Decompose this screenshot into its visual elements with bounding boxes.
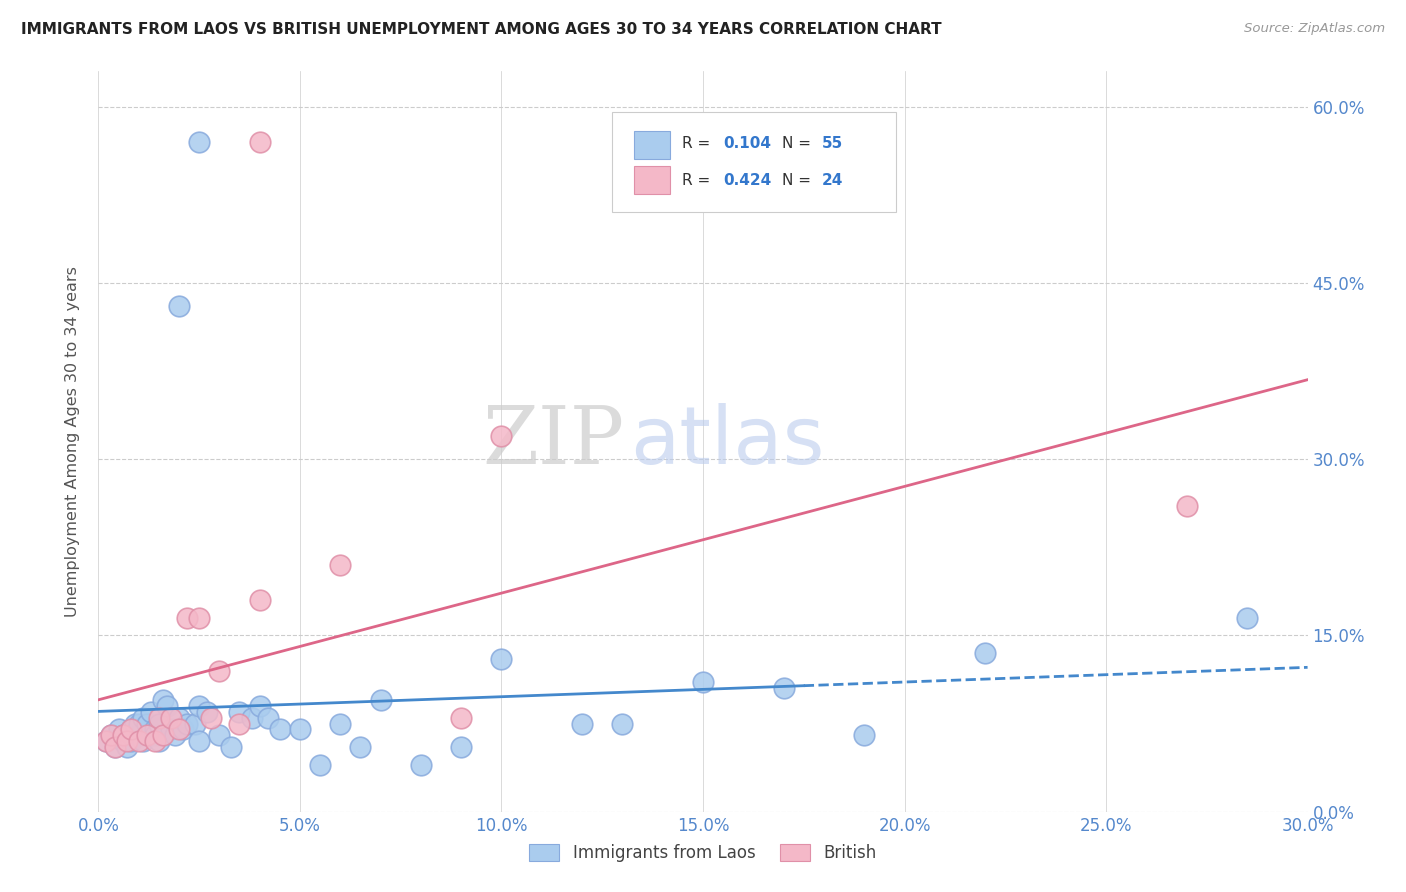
FancyBboxPatch shape (613, 112, 897, 212)
Text: 0.424: 0.424 (724, 173, 772, 187)
Point (96, 734, 118, 748)
FancyBboxPatch shape (634, 166, 671, 194)
Point (103, 740, 125, 755)
Point (200, 711, 222, 725)
Point (128, 728, 150, 742)
Point (124, 716, 146, 731)
Point (188, 611, 211, 625)
Point (111, 728, 134, 742)
Point (409, 757, 432, 772)
Point (228, 716, 250, 731)
Point (221, 740, 243, 755)
Point (167, 299, 190, 313)
Point (228, 705, 250, 719)
Point (100, 728, 122, 742)
Point (188, 135, 211, 149)
Text: R =: R = (682, 136, 716, 151)
Point (132, 711, 155, 725)
Point (450, 740, 472, 755)
Point (128, 716, 150, 731)
Point (309, 757, 332, 772)
Text: Source: ZipAtlas.com: Source: ZipAtlas.com (1244, 22, 1385, 36)
Point (1175, 499, 1198, 513)
Point (120, 723, 142, 737)
Point (132, 734, 155, 748)
FancyBboxPatch shape (634, 130, 671, 159)
Point (160, 711, 183, 725)
Point (329, 716, 352, 731)
Point (152, 728, 174, 742)
Point (107, 723, 129, 737)
Point (160, 723, 183, 737)
Point (184, 716, 207, 731)
Point (208, 728, 231, 742)
Point (256, 711, 278, 725)
Point (491, 652, 513, 666)
Text: IMMIGRANTS FROM LAOS VS BRITISH UNEMPLOYMENT AMONG AGES 30 TO 34 YEARS CORRELATI: IMMIGRANTS FROM LAOS VS BRITISH UNEMPLOY… (21, 22, 942, 37)
Point (143, 723, 166, 737)
Point (370, 693, 392, 707)
Point (188, 734, 211, 748)
Point (135, 728, 157, 742)
Point (195, 705, 218, 719)
Point (974, 646, 997, 660)
Text: 55: 55 (821, 136, 842, 151)
Point (176, 716, 198, 731)
Point (172, 723, 194, 737)
Point (208, 664, 231, 678)
Point (143, 728, 166, 742)
Text: N =: N = (782, 173, 815, 187)
Point (1236, 611, 1258, 625)
Legend: Immigrants from Laos, British: Immigrants from Laos, British (520, 835, 886, 870)
Point (491, 428, 513, 442)
Point (148, 716, 170, 731)
Point (249, 135, 271, 149)
Point (167, 723, 190, 737)
Point (249, 593, 271, 607)
Point (156, 698, 179, 713)
Point (115, 740, 138, 755)
Point (240, 711, 263, 725)
Text: 24: 24 (821, 173, 842, 187)
Point (120, 723, 142, 737)
Point (111, 734, 134, 748)
Point (115, 734, 138, 748)
Point (100, 728, 122, 742)
Text: R =: R = (682, 173, 716, 187)
Point (329, 558, 352, 572)
Point (772, 681, 794, 696)
Text: 0.104: 0.104 (724, 136, 772, 151)
Point (152, 693, 174, 707)
Point (128, 734, 150, 748)
Point (450, 711, 472, 725)
Text: N =: N = (782, 136, 815, 151)
Point (163, 728, 186, 742)
Point (135, 716, 157, 731)
Point (139, 705, 162, 719)
Point (111, 728, 134, 742)
Point (143, 734, 166, 748)
Point (288, 723, 311, 737)
Point (249, 698, 271, 713)
Point (120, 734, 142, 748)
Point (349, 740, 371, 755)
Point (96, 734, 118, 748)
Point (188, 698, 211, 713)
Point (612, 716, 634, 731)
Point (571, 716, 593, 731)
Point (167, 711, 190, 725)
Point (103, 740, 125, 755)
Point (148, 734, 170, 748)
Point (692, 675, 714, 690)
Text: atlas: atlas (630, 402, 825, 481)
Text: ZIP: ZIP (482, 402, 624, 481)
Y-axis label: Unemployment Among Ages 30 to 34 years: Unemployment Among Ages 30 to 34 years (65, 266, 80, 617)
Point (176, 611, 198, 625)
Point (148, 711, 170, 725)
Point (269, 723, 291, 737)
Point (853, 728, 876, 742)
